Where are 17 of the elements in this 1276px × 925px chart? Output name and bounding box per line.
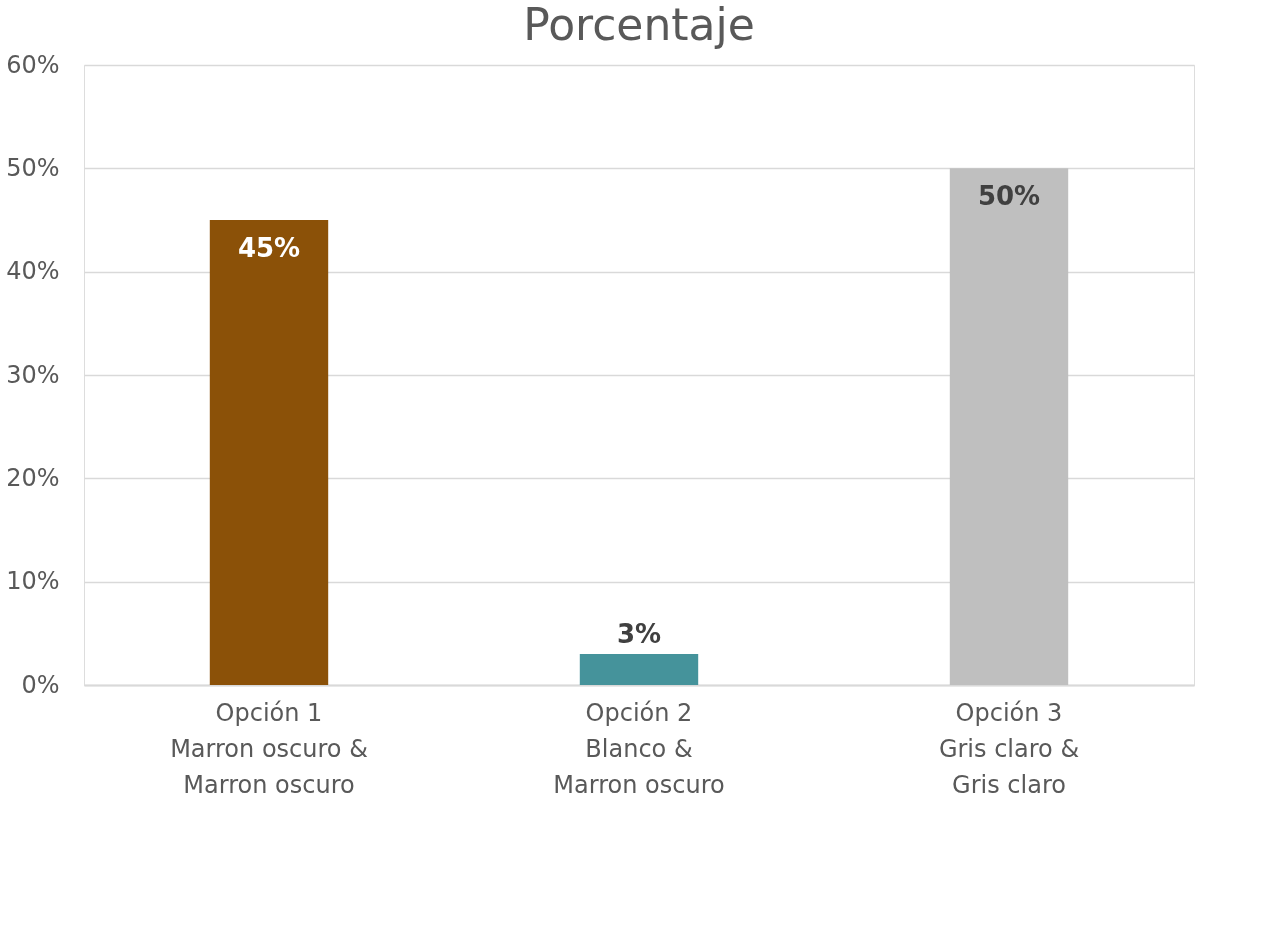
data-label: 50%: [977, 181, 1041, 212]
data-label: 3%: [616, 619, 662, 649]
y-tick-label: 20%: [6, 463, 60, 492]
x-tick-label: Opción 1 Marron oscuro & Marron oscuro: [170, 698, 368, 799]
y-tick-label: 0%: [21, 670, 60, 699]
y-tick-label: 60%: [6, 50, 60, 79]
y-tick-label: 10%: [6, 567, 60, 596]
data-label: 45%: [237, 233, 301, 263]
x-tick-label: Opción 2 Blanco & Marron oscuro: [553, 698, 725, 799]
bar: [579, 654, 699, 685]
x-tick-label: Opción 3 Gris claro & Gris claro: [938, 698, 1080, 799]
y-tick-label: 50%: [6, 153, 60, 182]
y-tick-label: 30%: [6, 360, 60, 389]
y-tick-label: 40%: [6, 257, 60, 286]
bar: [949, 168, 1069, 685]
bar: [209, 220, 329, 685]
chart-title: Porcentaje: [523, 0, 755, 50]
